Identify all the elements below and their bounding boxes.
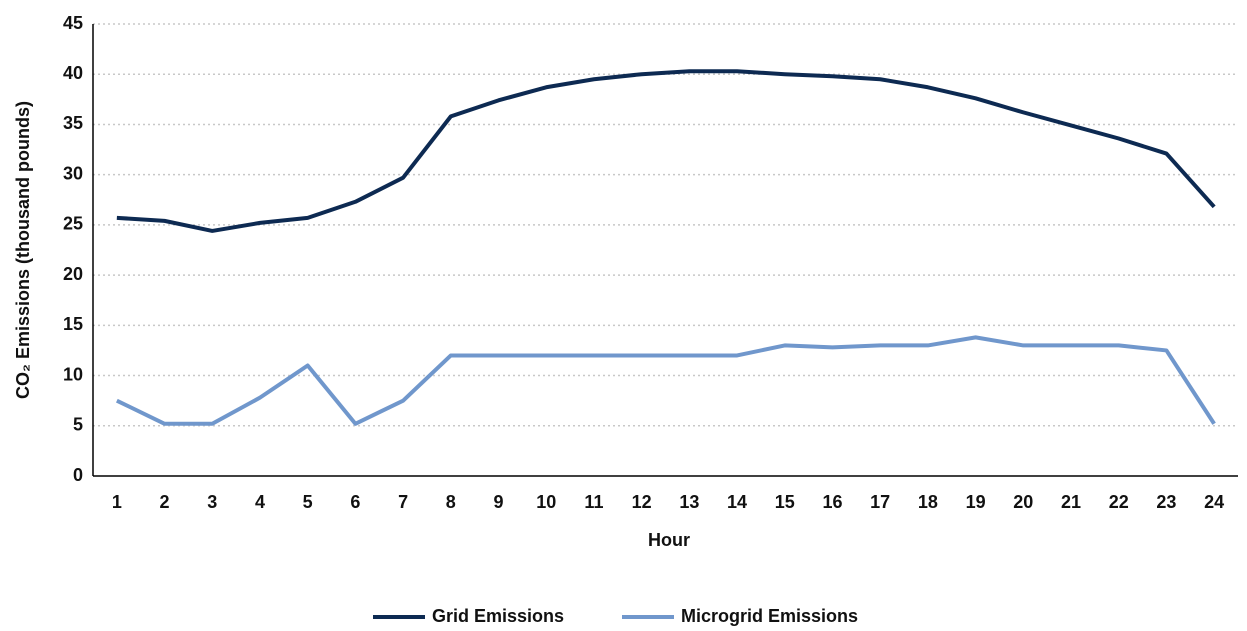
- x-axis-label: Hour: [648, 530, 690, 550]
- x-tick-label: 10: [536, 492, 556, 512]
- x-tick-label: 17: [870, 492, 890, 512]
- x-tick-label: 8: [446, 492, 456, 512]
- x-tick-label: 7: [398, 492, 408, 512]
- series-line: [115, 335, 1216, 426]
- y-tick-label: 20: [63, 264, 83, 284]
- y-axis-label: CO₂ Emissions (thousand pounds): [13, 101, 33, 399]
- series-line: [116, 69, 1216, 233]
- x-tick-label: 2: [160, 492, 170, 512]
- x-tick-label: 18: [918, 492, 938, 512]
- x-tick-label: 23: [1156, 492, 1176, 512]
- y-tick-label: 25: [63, 214, 83, 234]
- x-tick-label: 20: [1013, 492, 1033, 512]
- y-tick-label: 10: [63, 364, 83, 384]
- y-tick-label: 15: [63, 314, 83, 334]
- x-tick-label: 4: [255, 492, 265, 512]
- y-tick-label: 30: [63, 163, 83, 183]
- x-tick-label: 24: [1204, 492, 1224, 512]
- x-tick-label: 13: [679, 492, 699, 512]
- x-tick-label: 3: [207, 492, 217, 512]
- x-tick-label: 12: [632, 492, 652, 512]
- y-tick-label: 45: [63, 13, 83, 33]
- x-tick-label: 16: [822, 492, 842, 512]
- x-tick-label: 6: [350, 492, 360, 512]
- y-tick-label: 35: [63, 113, 83, 133]
- y-tick-label: 5: [73, 415, 83, 435]
- x-tick-label: 14: [727, 492, 747, 512]
- y-tick-label: 0: [73, 465, 83, 485]
- y-tick-label: 40: [63, 63, 83, 83]
- x-tick-label: 22: [1109, 492, 1129, 512]
- x-tick-label: 5: [303, 492, 313, 512]
- x-tick-label: 1: [112, 492, 122, 512]
- x-tick-label: 15: [775, 492, 795, 512]
- legend-label: Grid Emissions: [432, 606, 564, 626]
- x-tick-label: 11: [584, 492, 603, 512]
- x-tick-label: 9: [494, 492, 504, 512]
- x-tick-label: 21: [1061, 492, 1081, 512]
- legend-label: Microgrid Emissions: [681, 606, 858, 626]
- x-tick-label: 19: [966, 492, 986, 512]
